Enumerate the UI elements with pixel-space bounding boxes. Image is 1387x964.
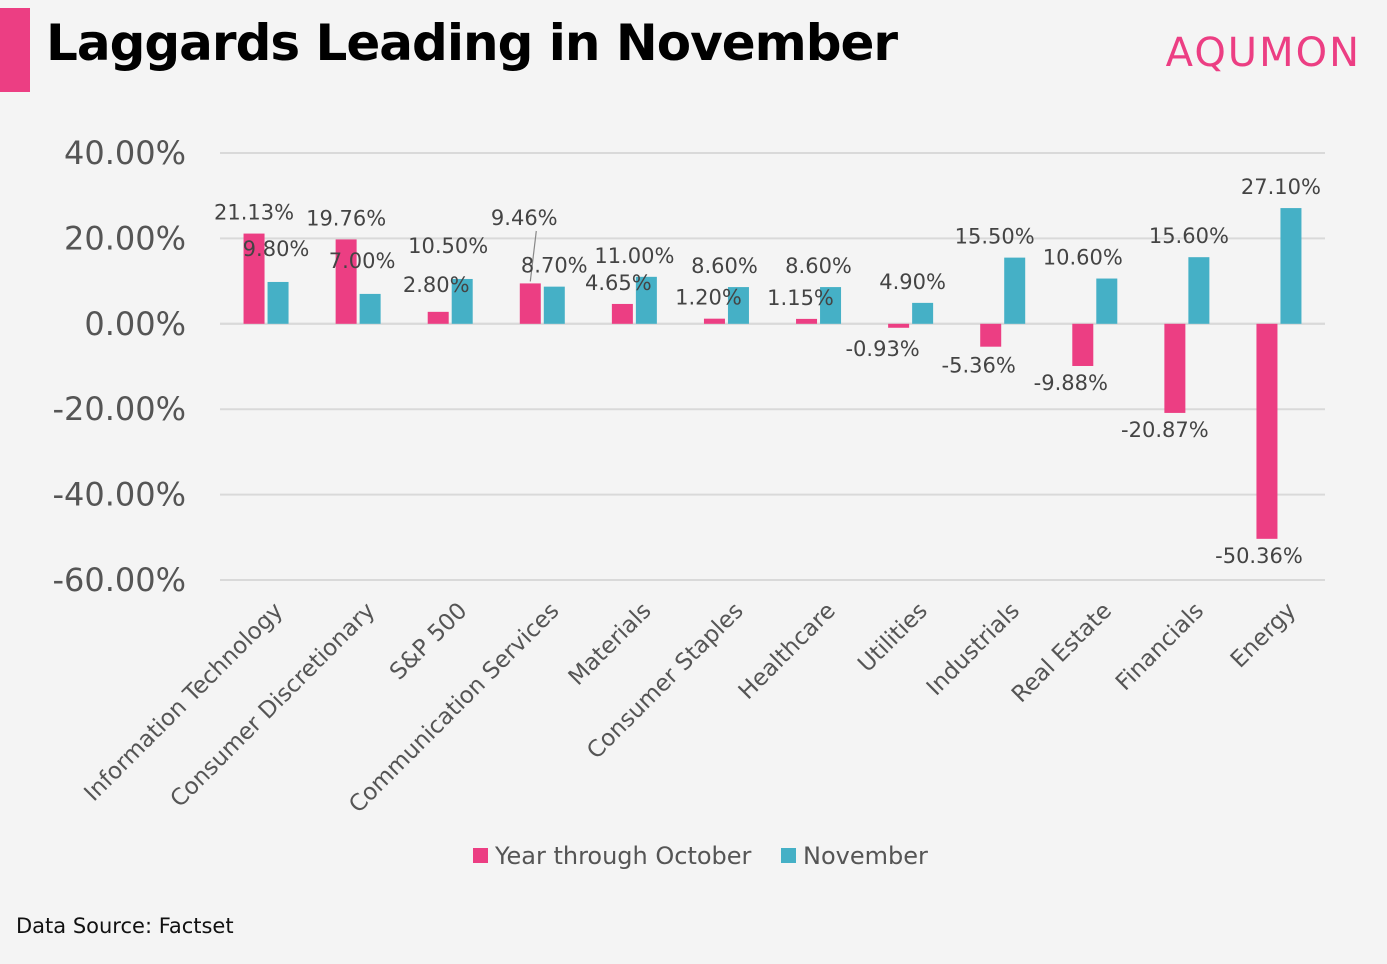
data-source: Data Source: Factset — [16, 914, 234, 938]
brand-logo: AQUMON — [1165, 30, 1361, 76]
data-label-november: 15.60% — [1149, 224, 1229, 248]
data-label-ytd: 1.15% — [767, 286, 834, 310]
bar-ytd — [427, 311, 449, 324]
data-label-november: 10.60% — [1043, 246, 1123, 270]
bar-ytd — [1164, 323, 1186, 413]
bar-ytd — [796, 318, 818, 324]
legend-november-label: November — [803, 842, 928, 870]
bar-ytd — [1256, 323, 1278, 539]
bar-ytd — [243, 233, 265, 324]
category-label: Utilities — [853, 598, 933, 678]
category-label: Industrials — [922, 598, 1025, 701]
bar-november — [820, 287, 842, 324]
category-label: Healthcare — [734, 598, 841, 705]
bar-november — [1188, 257, 1210, 324]
bar-ytd — [611, 303, 633, 324]
data-label-november: 9.80% — [243, 237, 310, 261]
bar-ytd — [1072, 323, 1094, 366]
data-label-november: 4.90% — [879, 270, 946, 294]
bar-november — [359, 293, 381, 324]
y-tick-label: -60.00% — [52, 561, 186, 599]
legend: Year through October November — [473, 842, 928, 870]
category-label: Financials — [1111, 598, 1209, 696]
data-label-november: 7.00% — [329, 249, 396, 273]
data-label-ytd: 2.80% — [403, 273, 470, 297]
title-accent-bar — [0, 8, 30, 92]
data-label-november: 11.00% — [594, 244, 674, 268]
data-label-november: 27.10% — [1241, 175, 1321, 199]
data-label-november: 10.50% — [408, 234, 488, 258]
category-label: Consumer Staples — [582, 598, 748, 764]
data-label-ytd: -5.36% — [942, 354, 1016, 378]
y-tick-label: 20.00% — [64, 219, 186, 257]
page-title: Laggards Leading in November — [46, 14, 898, 72]
y-tick-label: -40.00% — [52, 476, 186, 514]
data-label-ytd: 1.20% — [675, 286, 742, 310]
bar-ytd — [888, 323, 910, 328]
leader-line — [529, 230, 537, 282]
data-label-november: 8.60% — [785, 254, 852, 278]
gridlines — [220, 152, 1325, 581]
bar-november — [543, 286, 565, 324]
bar-november — [1280, 208, 1302, 324]
bar-november — [451, 278, 473, 324]
data-label-ytd: 19.76% — [306, 206, 386, 230]
data-label-november: 8.70% — [521, 254, 588, 278]
category-label: Energy — [1226, 598, 1301, 673]
data-label-ytd: -0.93% — [845, 337, 919, 361]
legend-ytd-label: Year through October — [494, 842, 752, 870]
bar-november — [912, 302, 934, 324]
y-tick-label: 0.00% — [84, 305, 186, 343]
data-label-ytd: 9.46% — [491, 206, 558, 230]
legend-november-swatch — [781, 848, 796, 863]
bar-ytd — [703, 318, 725, 324]
bar-november — [1096, 278, 1118, 324]
y-tick-label: 40.00% — [64, 134, 186, 172]
bar-november — [1004, 257, 1026, 324]
bars — [243, 208, 1302, 539]
y-tick-label: -20.00% — [52, 390, 186, 428]
bar-ytd — [519, 283, 541, 324]
category-label: Materials — [564, 598, 657, 691]
category-label: S&P 500 — [385, 598, 472, 685]
bar-november — [727, 287, 749, 324]
bar-ytd — [335, 239, 357, 324]
data-label-ytd: -9.88% — [1034, 371, 1108, 395]
data-label-ytd: -50.36% — [1215, 544, 1303, 568]
data-label-ytd: 21.13% — [214, 201, 294, 225]
legend-ytd-swatch — [473, 848, 488, 863]
data-label-ytd: 4.65% — [585, 271, 652, 295]
bar-november — [267, 281, 289, 324]
category-label: Real Estate — [1007, 598, 1117, 708]
bar-ytd — [980, 323, 1002, 347]
data-label-ytd: -20.87% — [1121, 418, 1209, 442]
data-label-november: 15.50% — [955, 225, 1035, 249]
data-label-november: 8.60% — [691, 254, 758, 278]
y-axis-ticks: 40.00% 20.00% 0.00% -20.00% -40.00% -60.00% — [52, 134, 186, 599]
bar-november — [635, 276, 657, 324]
data-labels: 21.13% 9.80% 19.76% 7.00% 2.80% 10.50%9.46% 8.… — [214, 175, 1321, 568]
